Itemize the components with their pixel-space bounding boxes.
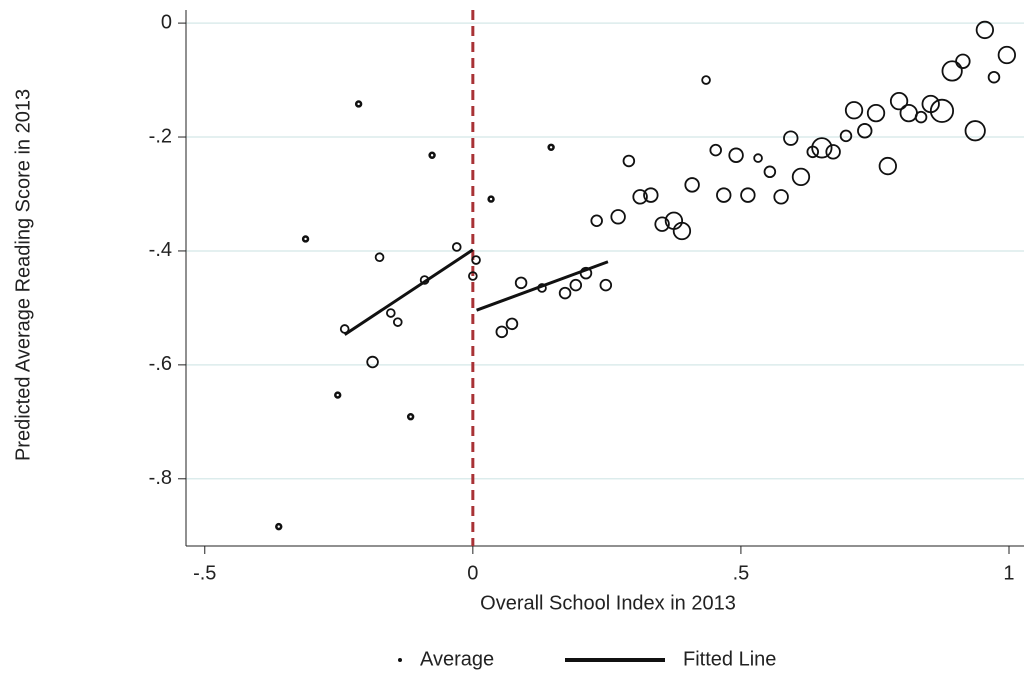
point bbox=[643, 187, 659, 203]
point bbox=[763, 165, 777, 179]
y-axis-label: Predicted Average Reading Score in 2013 bbox=[12, 89, 34, 461]
x-tick-label: .5 bbox=[733, 562, 750, 584]
point bbox=[728, 147, 744, 163]
point bbox=[632, 189, 648, 205]
point bbox=[406, 412, 415, 421]
point bbox=[684, 177, 700, 193]
y-tick-label: -.2 bbox=[149, 125, 172, 147]
point bbox=[451, 242, 462, 252]
point bbox=[773, 189, 789, 205]
point bbox=[716, 187, 732, 203]
fitted-line bbox=[343, 248, 609, 336]
y-tick-label: -.4 bbox=[149, 239, 172, 261]
point bbox=[811, 137, 833, 159]
point bbox=[955, 53, 971, 69]
point bbox=[428, 151, 436, 159]
point bbox=[672, 221, 692, 241]
point bbox=[878, 156, 897, 176]
legend-label: Average bbox=[420, 648, 494, 670]
point bbox=[599, 278, 613, 292]
point bbox=[654, 216, 670, 232]
point bbox=[941, 60, 963, 82]
point bbox=[495, 325, 509, 339]
point bbox=[929, 98, 955, 123]
x-axis-label: Overall School Index in 2013 bbox=[480, 592, 736, 614]
point bbox=[514, 276, 528, 290]
point bbox=[366, 355, 379, 369]
x-tick-label: 0 bbox=[467, 562, 478, 584]
point bbox=[374, 252, 385, 263]
point bbox=[468, 271, 478, 281]
point bbox=[964, 120, 986, 142]
legend-swatch bbox=[398, 658, 402, 662]
point bbox=[857, 123, 873, 139]
point bbox=[825, 144, 841, 160]
point bbox=[558, 286, 572, 300]
point bbox=[386, 308, 396, 318]
y-tick-label: 0 bbox=[161, 11, 172, 33]
point bbox=[505, 317, 519, 331]
y-tick-label: -.8 bbox=[149, 467, 172, 489]
point bbox=[301, 235, 310, 243]
point bbox=[866, 103, 886, 123]
point bbox=[392, 317, 403, 327]
point bbox=[987, 70, 1001, 84]
point bbox=[487, 195, 495, 203]
point bbox=[334, 391, 342, 399]
point bbox=[914, 110, 928, 124]
point bbox=[622, 154, 636, 168]
point bbox=[590, 214, 603, 228]
point bbox=[975, 20, 995, 40]
point bbox=[783, 130, 799, 146]
point bbox=[889, 91, 909, 111]
x-tick-label: -.5 bbox=[193, 562, 216, 584]
point bbox=[709, 143, 722, 157]
point bbox=[610, 209, 626, 225]
point bbox=[899, 103, 918, 123]
point bbox=[471, 255, 481, 265]
point bbox=[753, 153, 763, 163]
point bbox=[569, 278, 583, 292]
point bbox=[791, 167, 811, 187]
point bbox=[839, 129, 853, 143]
point bbox=[740, 187, 756, 203]
point bbox=[275, 522, 283, 531]
y-tick-label: -.6 bbox=[149, 353, 172, 375]
legend-label: Fitted Line bbox=[683, 648, 776, 670]
point bbox=[701, 75, 711, 85]
point bbox=[547, 143, 555, 151]
point bbox=[354, 100, 363, 108]
x-tick-label: 1 bbox=[1003, 562, 1014, 584]
point bbox=[844, 101, 864, 120]
point bbox=[997, 45, 1016, 65]
